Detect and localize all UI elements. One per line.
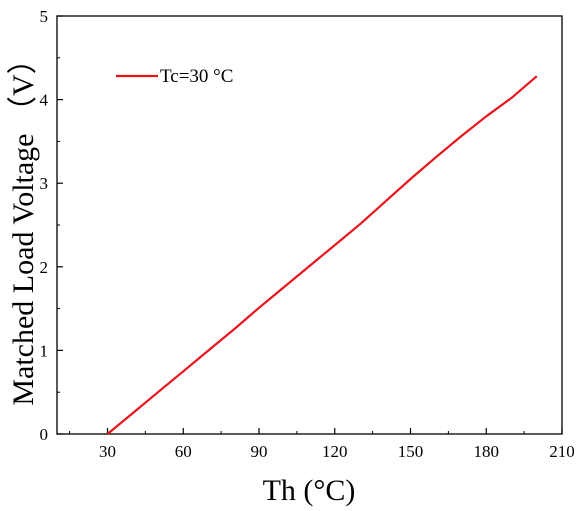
y-tick-label: 5 (40, 7, 49, 26)
y-tick-label: 3 (40, 174, 49, 193)
x-axis-ticks: 30 60 90 120 150 180 210 (69, 428, 575, 461)
series-line-0 (106, 75, 538, 435)
y-tick-label: 2 (40, 258, 49, 277)
y-tick-label: 0 (40, 425, 49, 444)
x-axis-title: Th (°C) (263, 474, 356, 507)
x-tick-label: 90 (251, 442, 268, 461)
x-tick-label: 120 (322, 442, 348, 461)
y-axis-ticks: 0 1 2 3 4 5 (40, 7, 63, 444)
x-tick-label: 180 (474, 442, 500, 461)
y-axis-title: Matched Load Voltage （V） (7, 44, 40, 405)
x-tick-label: 30 (99, 442, 116, 461)
legend: Tc=30 °C (116, 66, 233, 87)
x-tick-label: 150 (398, 442, 424, 461)
y-tick-label: 1 (40, 341, 49, 360)
y-tick-label: 4 (40, 91, 49, 110)
series-layer (106, 75, 538, 435)
x-tick-label: 60 (175, 442, 192, 461)
legend-label: Tc=30 °C (160, 66, 233, 87)
plot-frame (56, 15, 563, 435)
x-tick-label: 210 (549, 442, 575, 461)
